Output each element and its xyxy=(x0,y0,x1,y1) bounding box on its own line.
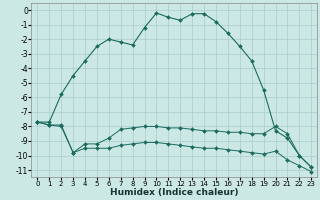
X-axis label: Humidex (Indice chaleur): Humidex (Indice chaleur) xyxy=(110,188,239,197)
